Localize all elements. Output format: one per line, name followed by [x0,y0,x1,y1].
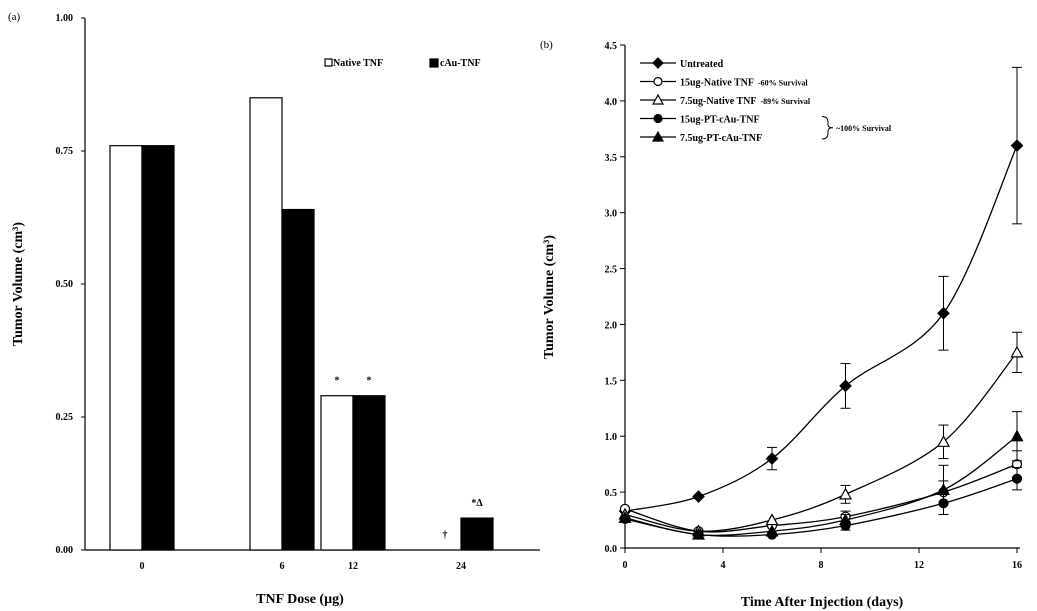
data-point-7-5ug-pt-cau-tnf [936,483,951,495]
series-line-untreated [624,145,1018,512]
panel-b-x-tick-label: 0 [623,560,628,571]
bar-native-tnf-dose-6 [249,97,283,551]
panel-a-legend: Native TNF cAu-TNF [324,58,481,69]
legend-note-15ug-native-tnf: -60% Survival [758,79,808,88]
panel-b-y-axis-title: Tumor Volume (cm³) [542,235,557,359]
panel-a-y-axis-title: Tumor Volume (cm³) [11,222,26,346]
panel-a-x-tick-label: 0 [140,561,145,572]
panel-b-line-chart: (b) 0.0 0.5 1.0 1.5 2.0 2.5 3.0 3.5 4.0 4.5 0 4 8 12… [540,39,1024,610]
panel-b-y-tick-label: 4.5 [605,41,618,52]
data-point-15ug-pt-cau-tnf [1011,473,1023,484]
panel-b-y-tick-label: 4.0 [605,97,618,108]
bar-native-tnf-dose-0 [109,145,143,551]
panel-a-label: (a) [8,11,21,23]
panel-a-y-tick-label: 0.75 [56,146,74,157]
data-point-7-5ug-pt-cau-tnf [1010,429,1024,442]
panel-b-y-tick-label: 0.0 [605,544,618,555]
panel-a-y-tick-label: 0.00 [56,545,74,556]
bar-cau-tnf-dose-24 [460,517,494,551]
legend-group-note: ~100% Survival [836,124,892,133]
legend-label-cau-tnf: cAu-TNF [440,58,481,69]
panel-a-annotation: * [367,376,372,387]
legend-brace [821,116,834,140]
panel-a-bar-chart: (a) 0.00 0.25 0.50 0.75 1.00 0 6 12 24 * * † *Δ TN… [8,11,540,607]
panel-b-x-tick-label: 4 [721,560,726,571]
panel-a-annotation: † [443,530,448,541]
panel-b-y-tick-label: 3.5 [605,153,618,164]
panel-b-y-tick-label: 1.5 [605,376,618,387]
data-point-untreated [692,490,705,503]
panel-a-x-tick-label: 6 [280,561,285,572]
legend-marker-7-5ug-native-tnf [651,93,665,105]
series-15ug-native-tnf [619,450,1023,537]
series-7-5ug-pt-cau-tnf [618,411,1024,540]
legend-label-untreated: Untreated [680,59,724,70]
data-point-7-5ug-pt-cau-tnf [838,513,853,526]
data-point-7-5ug-native-tnf [936,435,951,447]
legend-marker-untreated [652,57,664,69]
panel-b-x-axis-title: Time After Injection (days) [741,595,904,610]
data-point-7-5ug-native-tnf [838,487,853,500]
panel-b-y-tick-label: 3.0 [605,209,618,220]
panel-a-x-tick-label: 24 [456,561,466,572]
legend-swatch-native-tnf [324,58,333,67]
data-point-untreated [765,452,779,465]
series-line-15ug-native-tnf [624,463,1018,533]
data-point-7-5ug-native-tnf [1010,345,1024,358]
panel-a-annotation: *Δ [471,498,483,509]
panel-a-x-axis-title: TNF Dose (µg) [256,592,344,607]
panel-a-y-tick-label: 0.25 [56,412,74,423]
data-point-7-5ug-pt-cau-tnf [618,511,632,523]
panel-b-y-tick-label: 1.0 [605,432,618,443]
data-point-7-5ug-pt-cau-tnf [691,527,706,540]
panel-b-y-tick-label: 2.0 [605,320,618,331]
panel-a-x-tick-label: 12 [348,561,358,572]
bar-cau-tnf-dose-0 [141,145,175,551]
series-7-5ug-native-tnf [618,331,1024,537]
legend-label-15ug-pt-cau-tnf: 15ug-PT-cAu-TNF [680,115,760,126]
data-point-untreated [937,306,950,320]
legend-marker-15ug-native-tnf [653,76,663,87]
bar-cau-tnf-dose-6 [281,208,315,551]
panel-b-y-tick-label: 2.5 [605,265,618,276]
legend-swatch-cau-tnf [429,58,439,68]
panel-b-x-tick-label: 12 [914,560,924,571]
legend-label-native-tnf: Native TNF [333,58,383,69]
legend-label-7-5ug-native-tnf: 7.5ug-Native TNF [680,96,756,107]
data-point-7-5ug-pt-cau-tnf [765,524,779,537]
data-point-untreated [1010,139,1024,152]
data-point-untreated [839,379,852,393]
bar-cau-tnf-dose-12 [352,395,386,551]
legend-marker-15ug-pt-cau-tnf [653,113,663,124]
panel-b-label: (b) [540,39,553,51]
panel-a-y-tick-label: 1.00 [56,13,74,24]
legend-marker-7-5ug-pt-cau-tnf [651,130,665,142]
bar-native-tnf-dose-12 [320,395,354,551]
legend-note-7-5ug-native-tnf: -89% Survival [760,97,810,106]
panel-a-annotation: * [335,376,340,387]
legend-label-7-5ug-pt-cau-tnf: 7.5ug-PT-cAu-TNF [680,133,762,144]
panel-b-y-tick-label: 0.5 [605,488,618,499]
panel-b-x-tick-label: 8 [819,560,824,571]
panel-b-x-tick-label: 16 [1012,560,1022,571]
legend-label-15ug-native-tnf: 15ug-Native TNF [680,78,754,89]
series-line-7-5ug-native-tnf [624,351,1018,532]
panel-a-y-tick-label: 0.50 [56,279,74,290]
